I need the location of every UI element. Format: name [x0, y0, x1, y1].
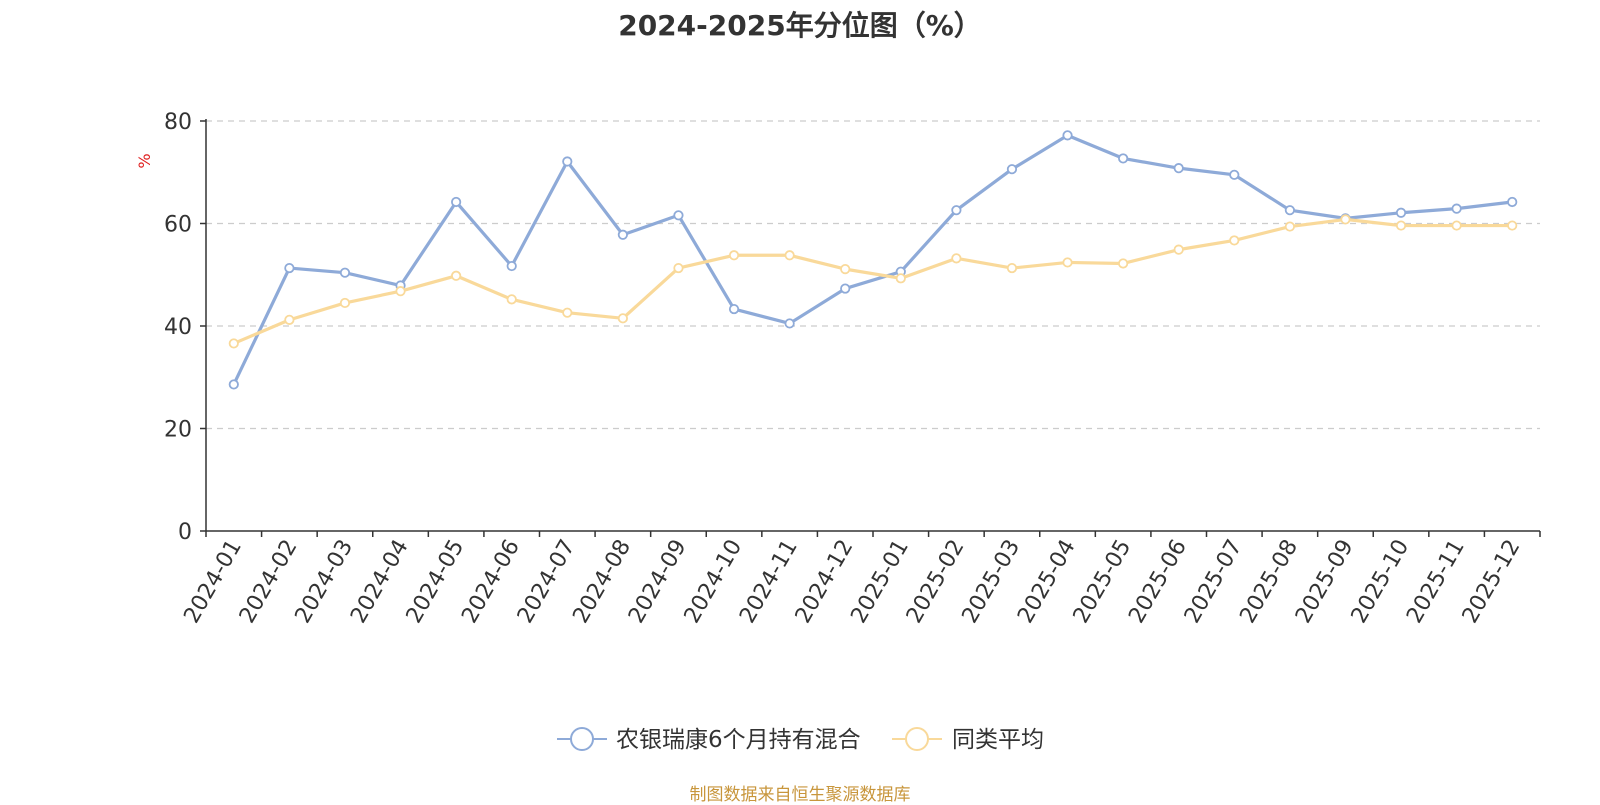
- data-point: [1451, 220, 1462, 231]
- source-note: 制图数据来自恒生聚源数据库: [689, 785, 911, 805]
- data-point: [1173, 163, 1184, 174]
- data-point: [451, 270, 462, 281]
- data-point: [673, 210, 684, 221]
- data-point: [228, 379, 239, 390]
- data-point: [284, 314, 295, 325]
- chart-title: 2024-2025年分位图（%）: [618, 9, 982, 42]
- data-point: [339, 267, 351, 278]
- data-point: [617, 229, 628, 240]
- data-point: [562, 156, 573, 167]
- data-point: [617, 313, 628, 324]
- data-point: [1507, 196, 1518, 208]
- data-point: [1284, 221, 1295, 232]
- data-point: [728, 303, 740, 315]
- legend-marker: [570, 727, 594, 751]
- data-point: [562, 307, 573, 318]
- data-point: [1395, 207, 1407, 218]
- data-point: [895, 273, 906, 284]
- data-point: [840, 283, 851, 294]
- data-point: [840, 264, 851, 275]
- data-point: [228, 338, 239, 349]
- data-point: [1507, 220, 1518, 231]
- data-point: [673, 262, 684, 274]
- data-point: [1118, 153, 1129, 164]
- data-point: [1451, 203, 1462, 214]
- data-point: [1229, 235, 1240, 246]
- data-point: [951, 205, 962, 216]
- data-point: [451, 196, 462, 208]
- data-point: [395, 286, 406, 297]
- y-tick-label: 40: [164, 315, 192, 340]
- data-point: [1395, 220, 1407, 231]
- data-point: [1284, 205, 1295, 216]
- data-point: [506, 294, 517, 305]
- legend-item-1[interactable]: 农银瑞康6个月持有混合: [557, 727, 861, 753]
- legend-item-2[interactable]: 同类平均: [892, 727, 1044, 753]
- data-point: [728, 250, 740, 261]
- y-axis-label: %: [135, 153, 154, 168]
- legend-marker: [905, 727, 929, 751]
- data-point: [1229, 169, 1240, 180]
- y-tick-label: 60: [164, 213, 192, 238]
- data-point: [284, 262, 295, 274]
- series-line-2: [232, 217, 1514, 346]
- data-point: [506, 260, 517, 272]
- data-point: [1062, 257, 1073, 268]
- data-point: [339, 297, 351, 309]
- y-tick-label: 80: [164, 110, 192, 135]
- data-point: [784, 250, 795, 261]
- data-point: [951, 253, 962, 264]
- series-line-1: [232, 133, 1514, 387]
- y-tick-label: 20: [164, 418, 192, 443]
- legend-label: 同类平均: [952, 727, 1044, 753]
- series-lines: [228, 130, 1518, 390]
- data-point: [1006, 164, 1018, 175]
- y-tick-label: 0: [178, 520, 192, 545]
- data-point: [1118, 258, 1129, 269]
- data-point: [1173, 244, 1184, 255]
- data-point: [1340, 214, 1351, 225]
- axes: 020406080%2024-012024-022024-032024-0420…: [135, 110, 1541, 628]
- data-point: [1006, 262, 1018, 274]
- legend[interactable]: 农银瑞康6个月持有混合 同类平均: [557, 727, 1044, 753]
- data-point: [784, 318, 795, 329]
- legend-label: 农银瑞康6个月持有混合: [616, 727, 861, 753]
- data-point: [1062, 130, 1073, 141]
